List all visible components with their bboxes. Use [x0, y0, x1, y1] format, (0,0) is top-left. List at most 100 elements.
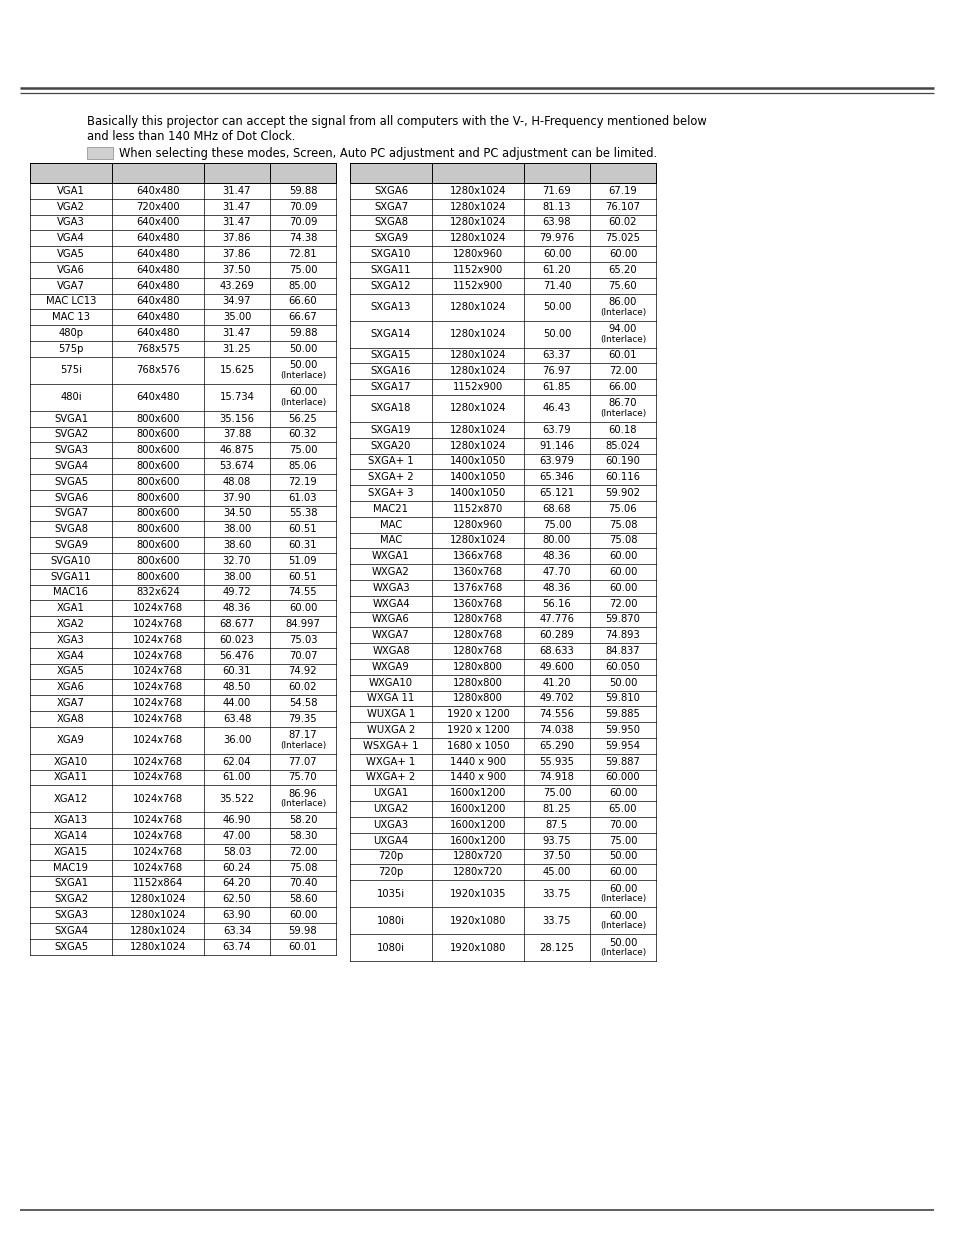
Text: 1024x768: 1024x768	[132, 682, 183, 693]
Bar	[30, 215, 335, 231]
Text: 79.976: 79.976	[538, 233, 574, 243]
Text: VGA1: VGA1	[57, 186, 85, 196]
Text: 51.09: 51.09	[289, 556, 317, 566]
Text: WXGA 11: WXGA 11	[367, 694, 415, 704]
Text: 60.01: 60.01	[289, 942, 317, 952]
Bar	[350, 199, 656, 215]
Bar	[30, 231, 335, 246]
Text: 1152x900: 1152x900	[453, 264, 502, 275]
Text: 832x624: 832x624	[136, 588, 180, 598]
Text: and less than 140 MHz of Dot Clock.: and less than 140 MHz of Dot Clock.	[87, 130, 295, 143]
Text: SXGA10: SXGA10	[371, 249, 411, 259]
Text: 65.20: 65.20	[608, 264, 637, 275]
Text: 63.34: 63.34	[223, 926, 251, 936]
Text: XGA10: XGA10	[54, 757, 88, 767]
Text: 50.00: 50.00	[608, 678, 637, 688]
Bar	[350, 231, 656, 246]
Bar	[30, 769, 335, 785]
Text: 75.70: 75.70	[289, 773, 317, 783]
Bar	[30, 294, 335, 310]
Text: XGA12: XGA12	[53, 794, 88, 804]
Text: 71.40: 71.40	[542, 280, 571, 290]
Text: 59.98: 59.98	[289, 926, 317, 936]
Text: WXGA2: WXGA2	[372, 567, 410, 577]
Text: 1024x768: 1024x768	[132, 831, 183, 841]
Text: XGA5: XGA5	[57, 667, 85, 677]
Text: 60.00: 60.00	[608, 551, 637, 561]
Text: 58.30: 58.30	[289, 831, 316, 841]
Text: 1600x1200: 1600x1200	[450, 804, 506, 814]
Text: 15.625: 15.625	[219, 366, 254, 375]
Bar	[350, 262, 656, 278]
Text: 72.19: 72.19	[289, 477, 317, 487]
Bar	[350, 934, 656, 961]
Text: 31.47: 31.47	[222, 217, 251, 227]
Text: WXGA1: WXGA1	[372, 551, 410, 561]
Text: 61.03: 61.03	[289, 493, 317, 503]
Bar	[350, 848, 656, 864]
Bar	[350, 580, 656, 595]
Text: 37.86: 37.86	[222, 233, 251, 243]
Text: 58.20: 58.20	[289, 815, 317, 825]
Text: XGA13: XGA13	[54, 815, 88, 825]
Text: 84.997: 84.997	[285, 619, 320, 629]
Text: 1024x768: 1024x768	[132, 619, 183, 629]
Bar	[30, 939, 335, 955]
Bar	[350, 818, 656, 832]
Text: SXGA6: SXGA6	[374, 186, 408, 196]
Text: 640x480: 640x480	[136, 329, 179, 338]
Bar	[350, 347, 656, 363]
Text: 640x480: 640x480	[136, 296, 179, 306]
Bar	[350, 611, 656, 627]
Text: SVGA1: SVGA1	[54, 414, 88, 424]
Text: 1600x1200: 1600x1200	[450, 820, 506, 830]
Text: 64.20: 64.20	[222, 878, 251, 888]
Text: XGA2: XGA2	[57, 619, 85, 629]
Text: 63.79: 63.79	[542, 425, 571, 435]
Text: 87.5: 87.5	[545, 820, 568, 830]
Text: 800x600: 800x600	[136, 493, 179, 503]
Text: 48.36: 48.36	[223, 604, 251, 614]
Text: 37.50: 37.50	[222, 264, 251, 275]
Text: 1920 x 1200: 1920 x 1200	[446, 709, 509, 719]
Text: (Interlace): (Interlace)	[599, 335, 645, 343]
Bar	[30, 426, 335, 442]
Bar	[30, 908, 335, 923]
Text: 640x480: 640x480	[136, 393, 179, 403]
Text: 61.00: 61.00	[222, 773, 251, 783]
Bar	[350, 785, 656, 802]
Text: 480p: 480p	[58, 329, 84, 338]
Text: MAC21: MAC21	[374, 504, 408, 514]
Text: 75.60: 75.60	[608, 280, 637, 290]
Text: 1280x800: 1280x800	[453, 678, 502, 688]
Bar	[350, 659, 656, 674]
Text: MAC: MAC	[379, 520, 402, 530]
Text: 60.18: 60.18	[608, 425, 637, 435]
Text: 1366x768: 1366x768	[453, 551, 502, 561]
Text: 61.85: 61.85	[542, 382, 571, 391]
Text: SVGA10: SVGA10	[51, 556, 91, 566]
Text: 60.24: 60.24	[222, 863, 251, 873]
Bar	[30, 474, 335, 490]
Text: 72.00: 72.00	[608, 367, 637, 377]
Bar	[350, 163, 656, 183]
Text: MAC16: MAC16	[53, 588, 89, 598]
Text: 91.146: 91.146	[539, 441, 574, 451]
Text: 34.50: 34.50	[223, 509, 251, 519]
Text: SXGA13: SXGA13	[371, 303, 411, 312]
Bar	[87, 147, 112, 159]
Text: XGA4: XGA4	[57, 651, 85, 661]
Text: 47.776: 47.776	[539, 615, 574, 625]
Text: 75.00: 75.00	[608, 836, 637, 846]
Bar	[350, 321, 656, 347]
Text: WXGA+ 1: WXGA+ 1	[366, 757, 416, 767]
Text: VGA3: VGA3	[57, 217, 85, 227]
Bar	[30, 679, 335, 695]
Bar	[350, 769, 656, 785]
Text: (Interlace): (Interlace)	[599, 308, 645, 316]
Text: 59.810: 59.810	[605, 694, 639, 704]
Text: 86.96: 86.96	[289, 789, 317, 799]
Bar	[350, 802, 656, 818]
Text: 575i: 575i	[60, 366, 82, 375]
Text: 37.88: 37.88	[223, 430, 251, 440]
